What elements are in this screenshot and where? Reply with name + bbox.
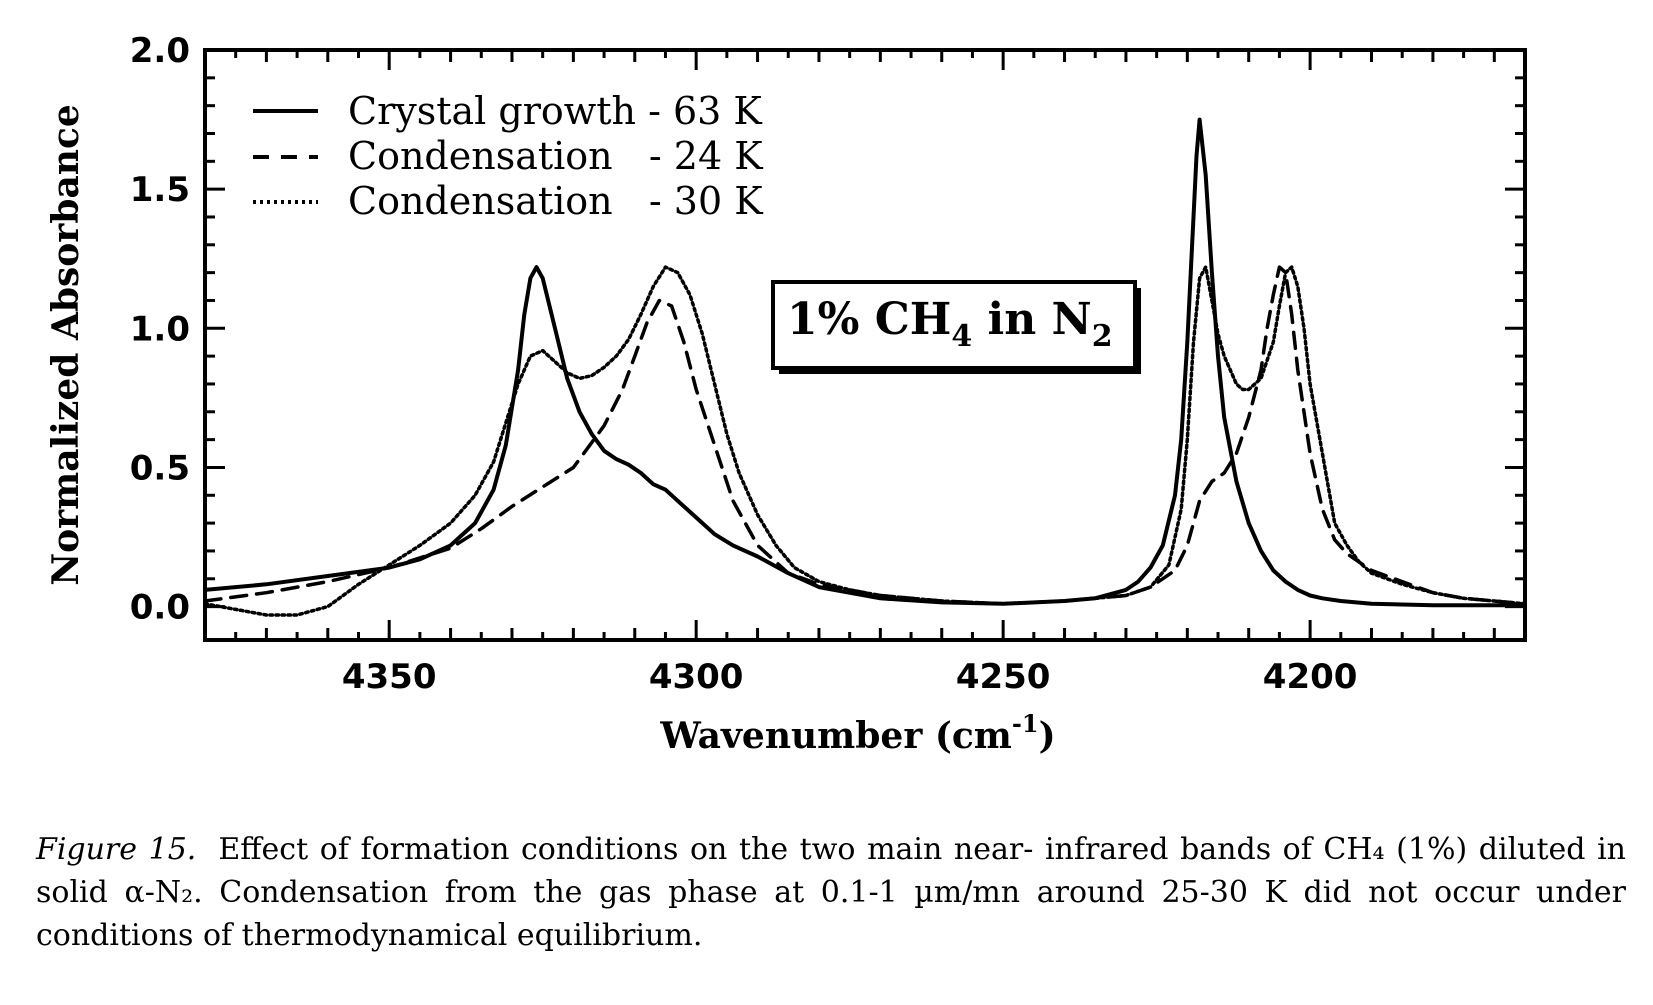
series-line-solid (203, 117, 1527, 608)
annotation-main: 1% CH (787, 294, 951, 345)
y-axis-title: Normalized Absorbance (45, 104, 87, 586)
plot-frame (203, 48, 1527, 642)
annotation-frame (771, 280, 1137, 370)
caption-text: Effect of formation conditions on the tw… (36, 832, 1626, 953)
legend-label-solid: Crystal growth - 63 K (348, 89, 762, 133)
annotation-box: 1% CH4 in N2 (771, 280, 1141, 374)
x-tick-label: 4200 (1263, 657, 1358, 697)
annotation-text: 1% CH4 in N2 (787, 294, 1113, 354)
legend: Crystal growth - 63 K Condensation - 24 … (253, 89, 763, 223)
x-tick-label: 4300 (649, 657, 744, 697)
x-tick-label: 4250 (956, 657, 1051, 697)
y-tick-label: 0.0 (130, 588, 190, 628)
y-tick-label: 0.5 (130, 448, 190, 488)
series-layer (203, 117, 1527, 617)
caption-label: Figure 15. (36, 832, 197, 867)
figure-caption: Figure 15. Effect of formation conditions… (36, 828, 1626, 957)
annotation-mid: in N (972, 294, 1092, 345)
y-tick-label: 1.0 (130, 309, 190, 349)
legend-label-dashed: Condensation - 24 K (348, 134, 763, 178)
annotation-sub1: 4 (951, 319, 972, 354)
series-line-dotted (203, 265, 1527, 617)
annotation-sub2: 2 (1092, 319, 1113, 354)
x-axis-title-end: ) (1039, 715, 1056, 757)
x-axis-title-sup: -1 (1012, 709, 1039, 738)
legend-label-dotted: Condensation - 30 K (348, 179, 763, 223)
x-axis-title: Wavenumber (cm-1) (659, 709, 1055, 757)
y-tick-label: 1.5 (130, 170, 190, 210)
x-axis-title-main: Wavenumber (cm (659, 715, 1012, 757)
y-tick-label: 2.0 (130, 31, 190, 71)
x-tick-label: 4350 (342, 657, 437, 697)
spectrum-chart: 0.0 0.5 1.0 1.5 2.0 4350 4300 4250 4200 Normaliz… (45, 31, 1527, 757)
ticks-layer: 0.0 0.5 1.0 1.5 2.0 4350 4300 4250 4200 (130, 31, 1525, 697)
